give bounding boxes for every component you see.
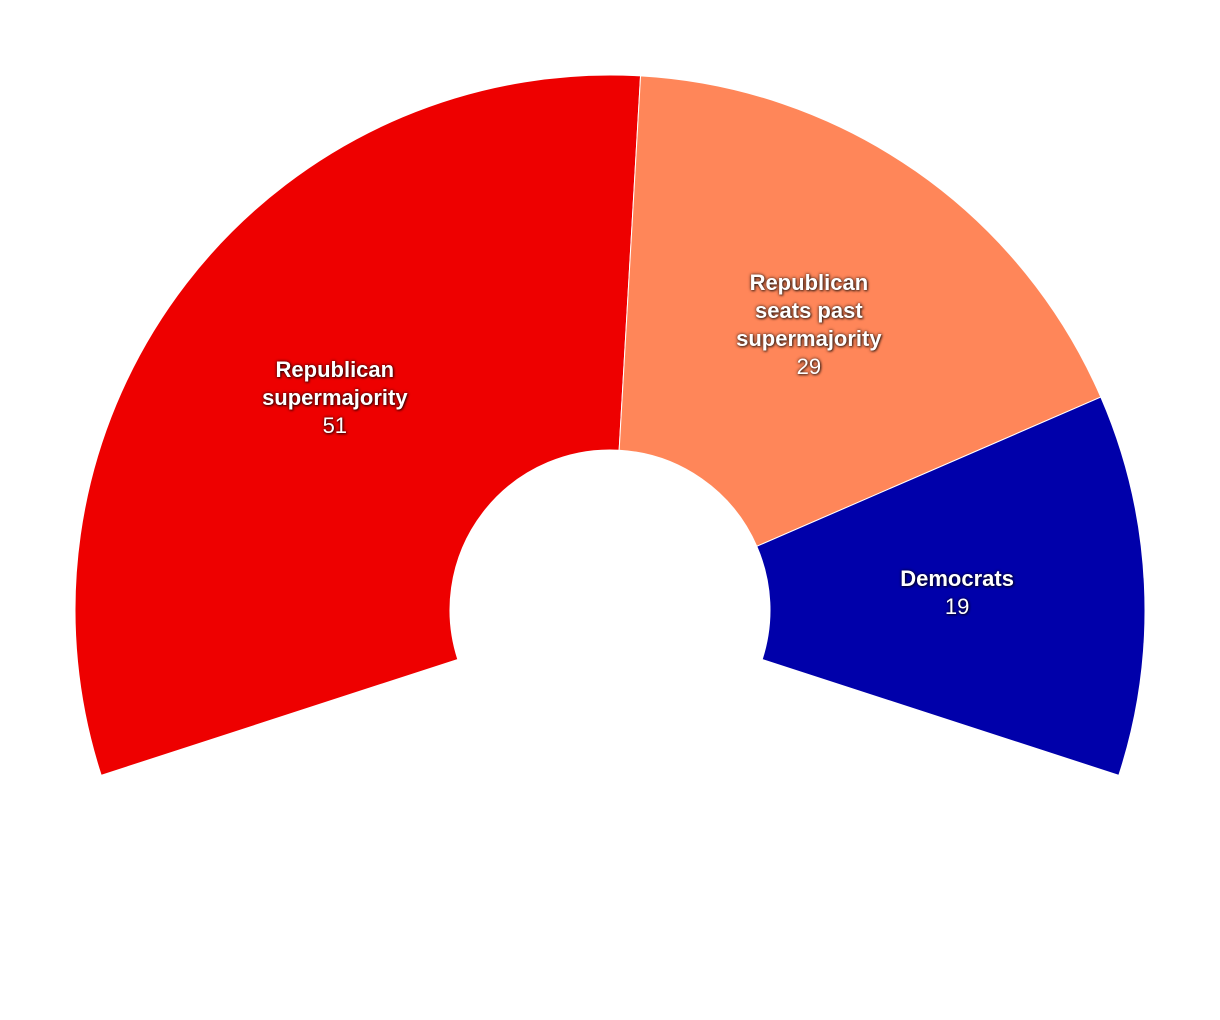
slice (74, 74, 642, 776)
slice (618, 75, 1102, 547)
slice (756, 396, 1146, 776)
slice-label: Democrats 19 (872, 565, 1042, 621)
slice-label: Republican supermajority 51 (250, 356, 420, 440)
slice-label: Republican seats past supermajority 29 (724, 269, 894, 381)
category-name: Democrats (900, 566, 1014, 592)
value-label: 29 (796, 354, 822, 380)
value-label: 51 (322, 412, 348, 438)
value-label: 19 (944, 594, 970, 620)
category-name: Republican supermajority (262, 356, 408, 410)
category-name: Republican seats past supermajority (736, 270, 882, 352)
